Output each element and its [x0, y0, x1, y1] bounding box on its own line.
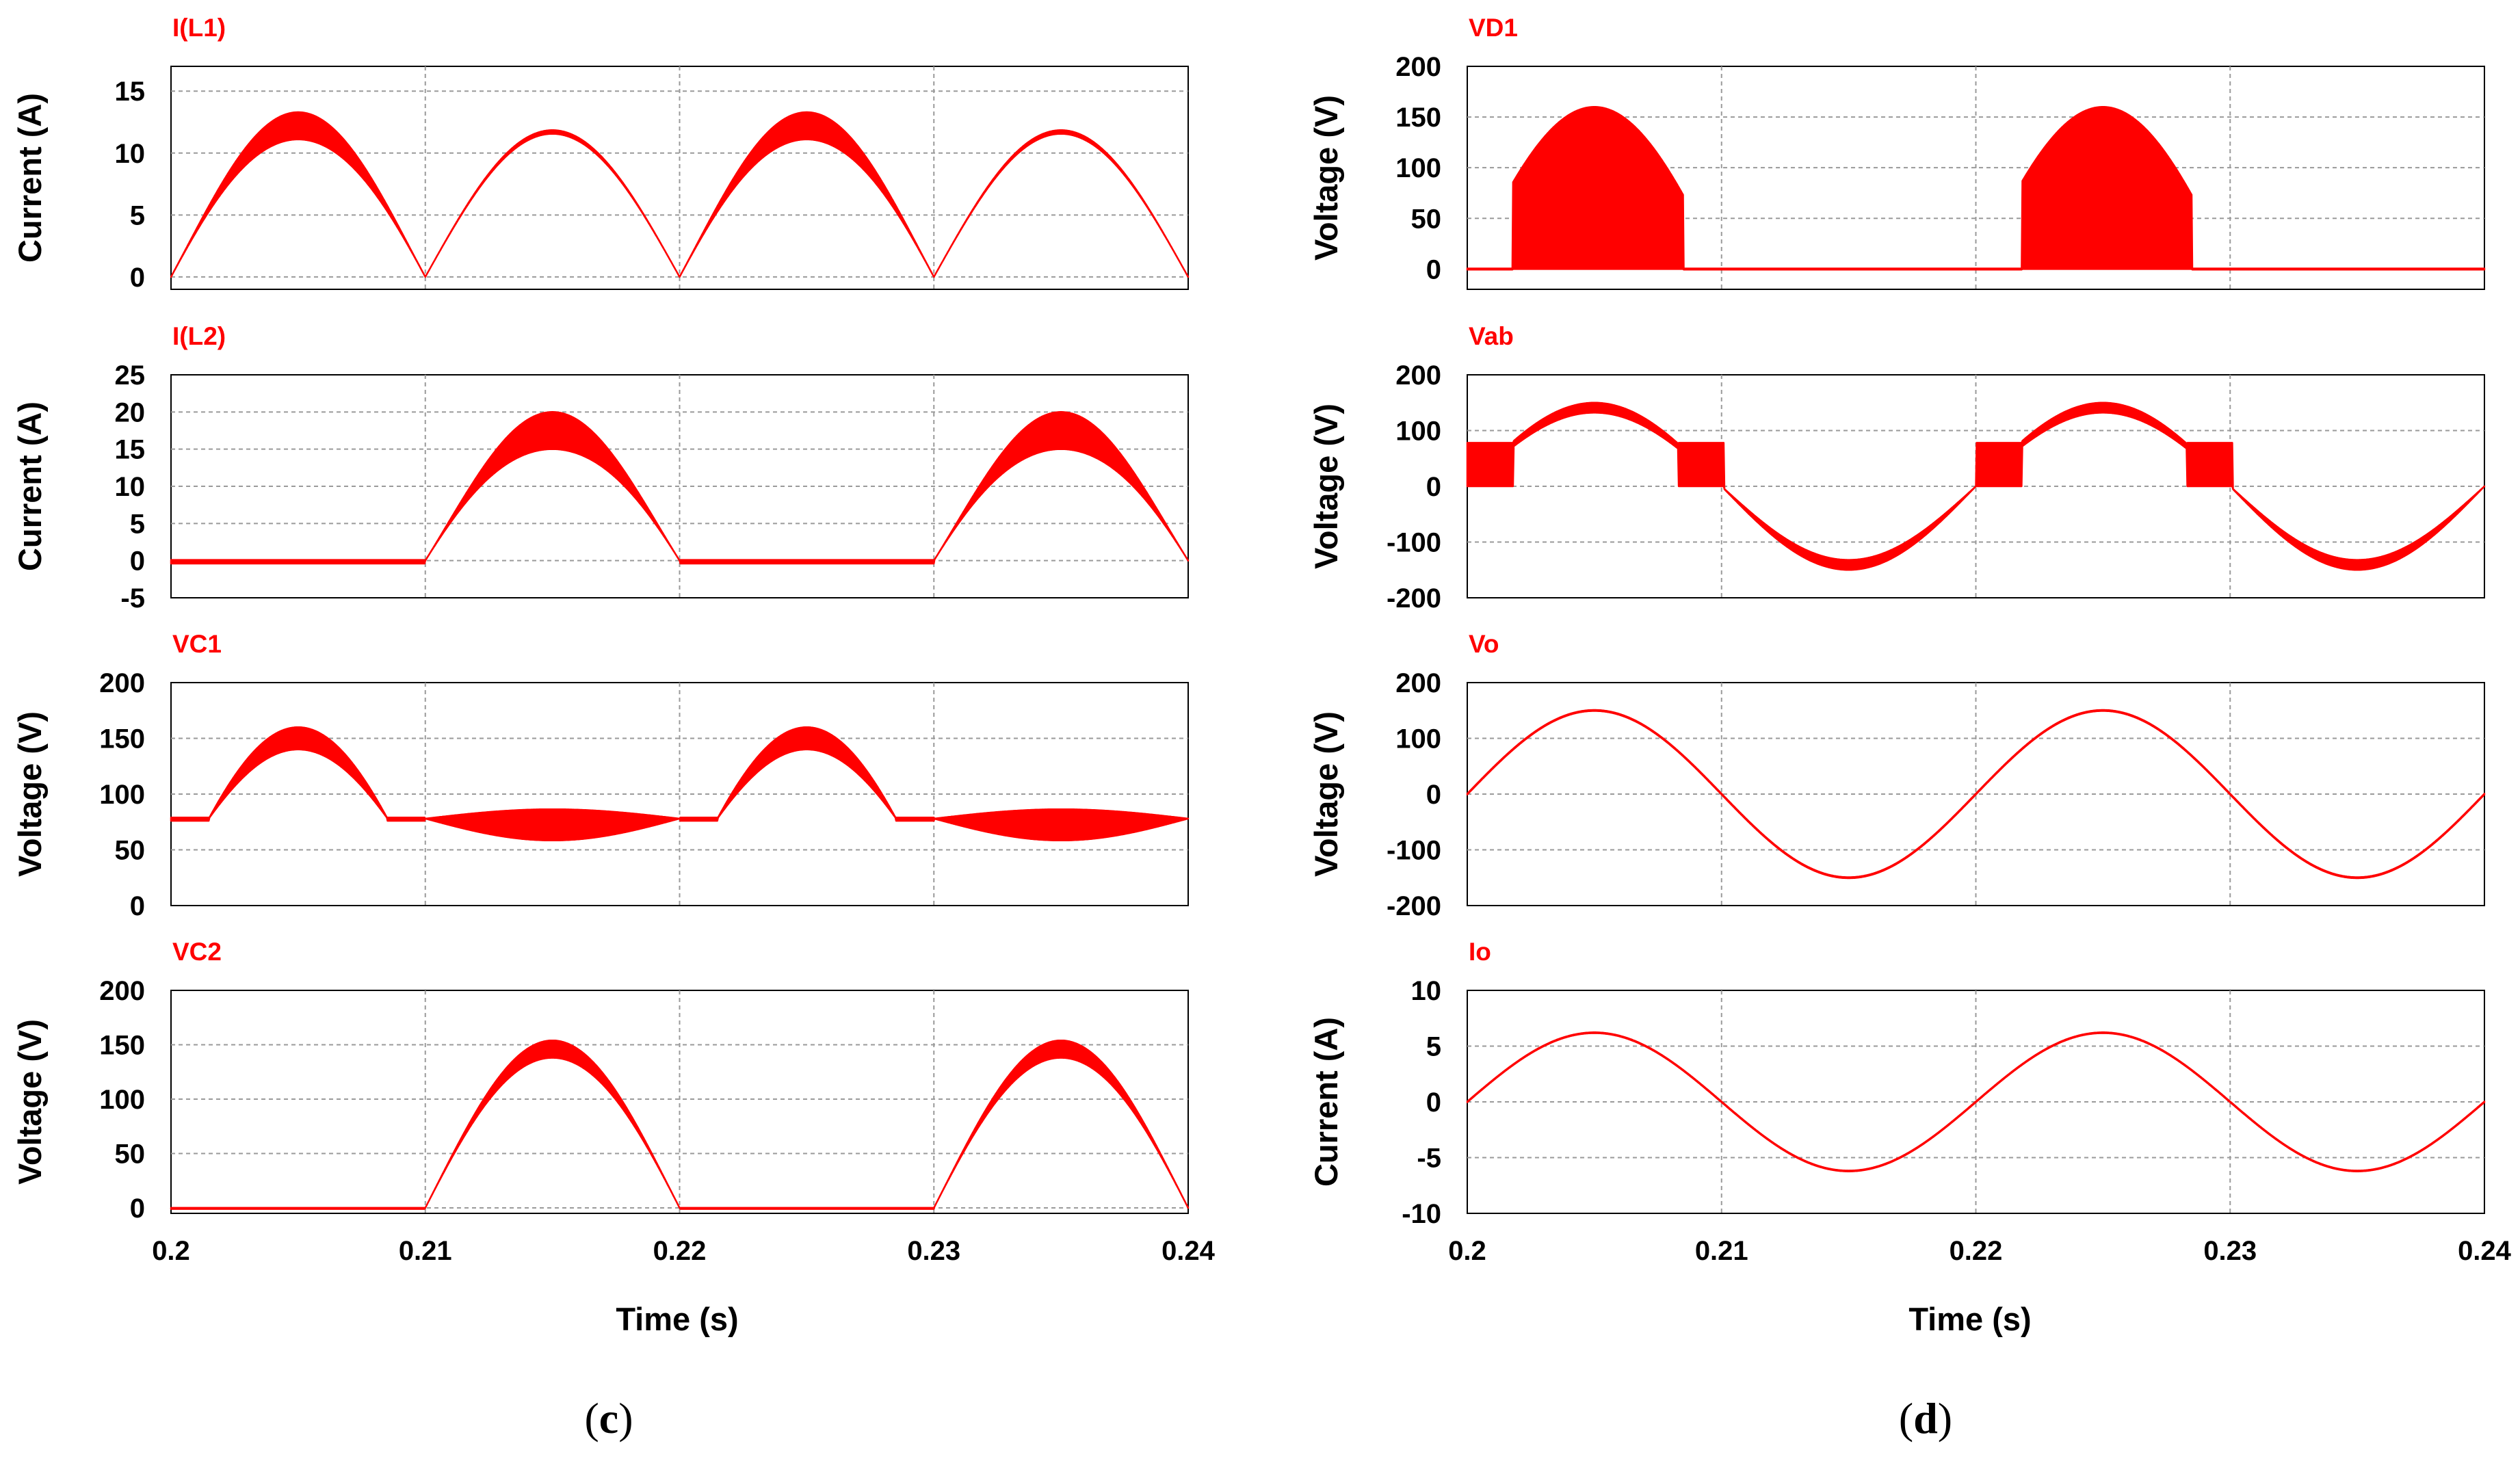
subplot-title: I(L1): [172, 14, 226, 42]
y-tick-label: 5: [130, 200, 145, 230]
plot-frame: [170, 66, 1189, 290]
y-axis-label: Voltage (V): [1308, 404, 1344, 569]
x-tick-label: 0.2: [152, 1236, 190, 1266]
x-tick-label: 0.24: [1161, 1236, 1216, 1266]
subplot-title: Vo: [1469, 630, 1499, 658]
panel-c-x-axis-label: Time (s): [616, 1301, 738, 1337]
series-trace: [1466, 1031, 2486, 1172]
plot-frame: [170, 990, 1189, 1214]
series-trace: [170, 1039, 1190, 1210]
subplot-title: Vab: [1469, 322, 1514, 350]
panel-d-caption-letter: d: [1913, 1394, 1938, 1442]
y-tick-label: 5: [130, 509, 145, 539]
y-tick-label: 50: [1411, 204, 1442, 234]
subplot-d-vab: -200 -100 0 100 200 Vab Voltage (V): [1308, 322, 2486, 614]
y-tick-label: 150: [1395, 103, 1441, 133]
plots-group: 0 5 10 15 I(L1) Current (A) -5 0 5 10 15 20 25 I(L2) C…: [12, 14, 2512, 1266]
series-trace: [1466, 106, 2486, 271]
y-tick-label: 50: [115, 1139, 146, 1170]
y-tick-label: 15: [115, 77, 146, 107]
series-trace: [170, 726, 1190, 842]
y-axis-label: Voltage (V): [1308, 95, 1344, 261]
y-tick-label: -100: [1387, 836, 1441, 866]
x-tick-label: 0.23: [907, 1236, 960, 1266]
subplot-c-vc1: 0 50 100 150 200 VC1 Voltage (V): [12, 630, 1190, 921]
subplot-title: I(L2): [172, 322, 226, 350]
series-trace: [1466, 709, 2486, 880]
subplot-d-io: -10 -5 0 5 10 Io Current (A) 0.2 0.21 0.22 0.23 0.2…: [1308, 938, 2512, 1266]
y-tick-label: -200: [1387, 583, 1441, 614]
y-tick-label: 0: [1426, 1088, 1441, 1118]
y-tick-label: 150: [99, 1031, 145, 1061]
y-tick-label: 10: [115, 472, 146, 502]
x-tick-label: 0.2: [1448, 1236, 1486, 1266]
y-tick-label: 100: [1395, 724, 1441, 754]
subplot-d-vd1: 0 50 100 150 200 VD1 Voltage (V): [1308, 14, 2486, 290]
subplot-title: VC2: [172, 938, 222, 966]
y-tick-label: 0: [130, 263, 145, 293]
y-tick-label: 10: [115, 139, 146, 169]
y-tick-label: 0: [130, 546, 145, 577]
y-tick-label: -5: [1417, 1144, 1441, 1174]
y-tick-label: 150: [99, 724, 145, 754]
y-axis-label: Current (A): [1308, 1017, 1344, 1187]
y-tick-label: 100: [99, 1085, 145, 1115]
panel-c-caption-close: ): [618, 1394, 633, 1442]
y-tick-label: -200: [1387, 891, 1441, 921]
y-tick-label: 5: [1426, 1032, 1441, 1062]
series-trace: [170, 411, 1190, 565]
y-tick-label: 0: [130, 1194, 145, 1224]
x-tick-label: 0.24: [2458, 1236, 2512, 1266]
y-tick-label: 200: [99, 668, 145, 698]
x-tick-label: 0.22: [1950, 1236, 2003, 1266]
panel-c-caption-letter: c: [599, 1394, 618, 1442]
y-tick-label: 0: [130, 891, 145, 921]
y-tick-label: 25: [115, 360, 146, 391]
subplot-title: VD1: [1469, 14, 1518, 42]
y-tick-label: 100: [99, 780, 145, 810]
y-axis-label: Voltage (V): [12, 1019, 48, 1185]
y-tick-label: 20: [115, 397, 146, 427]
y-axis-label: Voltage (V): [12, 711, 48, 877]
y-tick-label: 50: [115, 836, 146, 866]
subplot-c-il1: 0 5 10 15 I(L1) Current (A): [12, 14, 1190, 293]
y-axis-label: Current (A): [12, 401, 48, 571]
y-tick-label: 0: [1426, 472, 1441, 502]
panel-c-caption-open: (: [584, 1394, 599, 1442]
series-trace: [1466, 401, 2486, 571]
y-tick-label: 200: [1395, 52, 1441, 82]
y-tick-label: 200: [1395, 668, 1441, 698]
x-tick-label: 0.22: [653, 1236, 707, 1266]
y-tick-label: 200: [1395, 360, 1441, 391]
y-axis-label: Current (A): [12, 93, 48, 263]
subplot-title: Io: [1469, 938, 1491, 966]
y-axis-label: Voltage (V): [1308, 711, 1344, 877]
series-trace: [170, 111, 1190, 278]
x-tick-label: 0.23: [2203, 1236, 2257, 1266]
subplot-d-vo: -200 -100 0 100 200 Vo Voltage (V): [1308, 630, 2486, 921]
y-tick-label: 0: [1426, 780, 1441, 810]
y-tick-label: -100: [1387, 528, 1441, 558]
y-tick-label: 15: [115, 435, 146, 465]
y-tick-label: 10: [1411, 976, 1442, 1006]
panel-d-caption: (d): [1899, 1394, 1952, 1442]
panel-d-caption-close: ): [1938, 1394, 1952, 1442]
x-tick-label: 0.21: [1695, 1236, 1748, 1266]
y-tick-label: -10: [1402, 1199, 1441, 1229]
x-tick-label: 0.21: [399, 1236, 452, 1266]
y-tick-label: -5: [120, 583, 145, 614]
y-tick-label: 200: [99, 976, 145, 1006]
panel-d-x-axis-label: Time (s): [1908, 1301, 2031, 1337]
panel-c-caption: (c): [584, 1394, 633, 1442]
panel-d-caption-open: (: [1899, 1394, 1913, 1442]
y-tick-label: 100: [1395, 417, 1441, 447]
subplot-c-il2: -5 0 5 10 15 20 25 I(L2) Current (A): [12, 322, 1190, 614]
subplot-title: VC1: [172, 630, 222, 658]
subplot-c-vc2: 0 50 100 150 200 VC2 Voltage (V) 0.2 0.21 0.22 0.2…: [12, 938, 1216, 1266]
y-tick-label: 100: [1395, 153, 1441, 183]
y-tick-label: 0: [1426, 254, 1441, 285]
